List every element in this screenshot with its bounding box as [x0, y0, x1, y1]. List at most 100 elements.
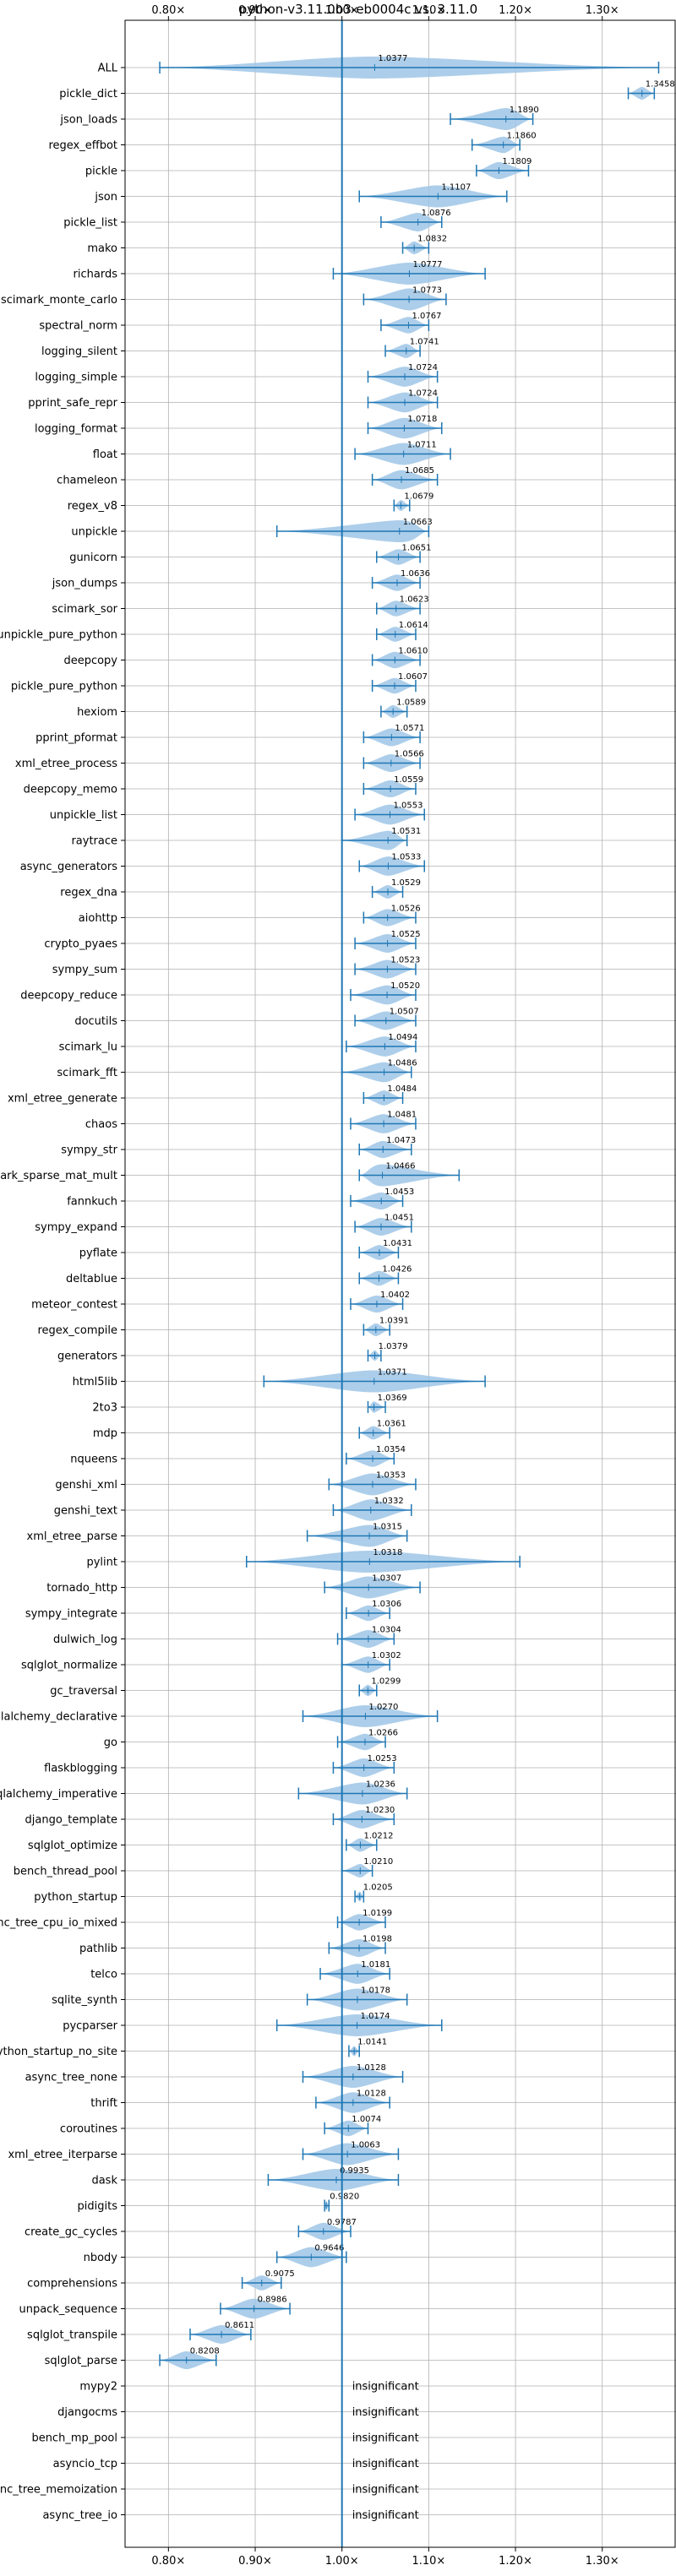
row-label: sqlglot_transpile	[27, 2329, 117, 2342]
row-label: sqlalchemy_declarative	[0, 1711, 117, 1724]
value-label: 1.0724	[408, 363, 438, 372]
value-label: 1.0307	[372, 1574, 401, 1584]
value-label: 1.0369	[378, 1394, 407, 1403]
value-label: 1.0589	[396, 698, 426, 708]
row-label: gunicorn	[69, 552, 117, 564]
x-axis-top: 0.80× 0.90× 1.00× 1.10× 1.20× 1.30×	[151, 4, 619, 20]
value-label: 1.0063	[351, 2141, 380, 2150]
value-label: 1.0318	[373, 1548, 402, 1557]
row-label: coroutines	[60, 2123, 117, 2136]
row-label: nbody	[84, 2252, 118, 2264]
value-label: 0.9935	[340, 2166, 369, 2176]
row-label: scimark_lu	[59, 1041, 117, 1054]
row-label: pickle_list	[63, 217, 117, 230]
row-label: scimark_fft	[57, 1067, 117, 1079]
row-label: aiohttp	[79, 912, 117, 925]
x-tick-label-bottom: 0.90×	[238, 2555, 272, 2568]
row-label: sympy_str	[61, 1144, 117, 1157]
row-label: meteor_contest	[31, 1299, 117, 1312]
row-label: raytrace	[71, 835, 117, 848]
row-label: crypto_pyaes	[44, 938, 117, 951]
x-tick-label-top: 1.30×	[586, 4, 619, 17]
value-label: 1.0481	[387, 1111, 417, 1120]
value-label: 0.8611	[225, 2321, 254, 2330]
x-tick-label-bottom: 1.20×	[499, 2555, 532, 2568]
row-label: chaos	[85, 1118, 117, 1131]
row-label: comprehensions	[27, 2278, 117, 2291]
row-label: regex_dna	[60, 887, 117, 899]
row-label: mdp	[93, 1427, 117, 1440]
row-label: bench_thread_pool	[14, 1866, 117, 1878]
value-label: 1.0332	[374, 1497, 404, 1506]
row-label: scimark_sor	[52, 603, 117, 616]
plot-frame	[124, 19, 676, 2548]
row-label: mypy2	[79, 2381, 117, 2394]
row-label: regex_v8	[68, 500, 117, 513]
row-label: logging_format	[35, 423, 117, 436]
chart-title: python-v3.11.0b3-eb0004c vs. 3.11.0	[239, 2, 477, 17]
insignificant-label: insignificant	[352, 2406, 419, 2419]
row-label: django_template	[25, 1814, 117, 1827]
row-label: go	[104, 1736, 117, 1749]
row-label: fannkuch	[67, 1196, 117, 1209]
value-label: 1.0711	[407, 441, 437, 450]
value-label: 1.0607	[398, 672, 428, 682]
row-label: unpack_sequence	[19, 2303, 117, 2316]
row-label: tornado_http	[46, 1582, 117, 1595]
row-label: create_gc_cycles	[25, 2226, 117, 2239]
x-tick-label-bottom: 1.00×	[325, 2555, 359, 2568]
row-label: hexiom	[77, 706, 117, 719]
value-label: 1.0174	[361, 2012, 390, 2021]
row-label: sqlglot_parse	[45, 2355, 117, 2367]
value-label: 1.0566	[395, 750, 424, 759]
x-tick-label-top: 1.10×	[412, 4, 445, 17]
x-axis-bottom: 0.80× 0.90× 1.00× 1.10× 1.20× 1.30×	[151, 2547, 619, 2568]
insignificant-label: insignificant	[352, 2509, 419, 2522]
row-label: nqueens	[70, 1454, 117, 1466]
value-label: 1.0302	[372, 1651, 401, 1660]
value-label: 0.9075	[265, 2269, 295, 2279]
value-label: 0.9646	[314, 2244, 344, 2253]
row-label: spectral_norm	[39, 320, 117, 333]
value-label: 1.0205	[363, 1883, 393, 1893]
row-label: 2to3	[92, 1402, 117, 1415]
row-label: dask	[91, 2175, 117, 2187]
row-label: xml_etree_iterparse	[8, 2149, 117, 2161]
value-label: 1.0663	[403, 518, 433, 527]
row-label: chameleon	[57, 475, 117, 487]
value-label: 1.0525	[391, 930, 421, 939]
row-label: gc_traversal	[50, 1685, 117, 1698]
row-label: async_tree_cpu_io_mixed	[0, 1917, 117, 1930]
x-tick-label-top: 1.00×	[325, 4, 359, 17]
row-label: async_generators	[20, 861, 118, 873]
row-label: dulwich_log	[53, 1633, 117, 1646]
row-label: sympy_integrate	[25, 1608, 117, 1621]
row-label: deepcopy	[63, 655, 117, 667]
row-label: genshi_xml	[55, 1479, 117, 1492]
value-label: 1.0623	[400, 595, 429, 605]
row-label: pprint_pformat	[35, 732, 117, 745]
value-label: 1.0559	[394, 775, 423, 785]
value-label: 1.1809	[502, 157, 532, 166]
value-label: 1.0636	[401, 569, 430, 579]
row-label: richards	[74, 269, 118, 281]
row-label: unpickle	[71, 526, 117, 539]
row-label: sympy_sum	[52, 964, 117, 976]
value-label: 1.0181	[361, 1960, 390, 1970]
value-label: 1.3458	[646, 80, 675, 90]
row-label: scimark_monte_carlo	[1, 294, 117, 307]
value-label: 1.0473	[386, 1136, 416, 1145]
value-label: 1.0199	[363, 1909, 392, 1918]
value-label: 1.0212	[363, 1832, 393, 1841]
row-label: async_tree_io	[42, 2509, 117, 2522]
row-label: pidigits	[78, 2200, 118, 2213]
row-label: sqlalchemy_imperative	[0, 1788, 117, 1801]
row-label: pycparser	[63, 2020, 117, 2033]
value-label: 1.1890	[510, 106, 539, 115]
row-label: logging_simple	[35, 372, 117, 384]
value-label: 1.0451	[384, 1214, 414, 1223]
row-label: sqlglot_optimize	[28, 1840, 117, 1852]
value-label: 0.9820	[330, 2193, 359, 2202]
value-label: 1.0651	[402, 544, 432, 553]
